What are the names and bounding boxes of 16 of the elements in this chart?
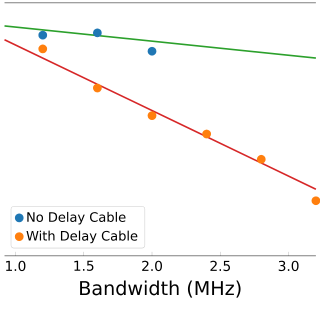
legend-label: No Delay Cable: [27, 212, 126, 224]
legend-label: With Delay Cable: [26, 230, 138, 244]
point: [38, 44, 48, 54]
x-tick-label: 2.5: [210, 260, 230, 271]
point: [93, 83, 102, 92]
point: [202, 129, 212, 138]
point: [148, 46, 156, 56]
point: [93, 28, 102, 38]
x-tick-label: 1.5: [74, 260, 94, 271]
x-tick-label: 1.0: [6, 260, 26, 271]
point: [148, 111, 156, 120]
x-tick-label: 3.0: [278, 260, 299, 271]
x-axis-title: Bandwidth (MHz): [80, 280, 241, 298]
point: [256, 154, 266, 164]
x-tick-label: 2.0: [142, 260, 162, 271]
point: [38, 30, 48, 40]
